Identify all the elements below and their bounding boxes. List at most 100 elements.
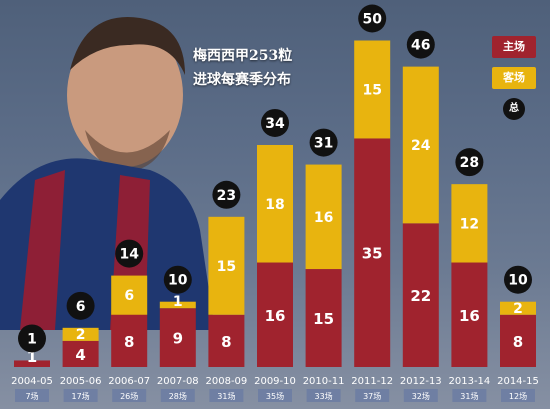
total-circle-2011-12 — [358, 4, 387, 33]
label-away-2011-12: 15 — [362, 82, 381, 98]
total-circle-2009-10 — [261, 108, 289, 137]
label-away-2013-14: 12 — [460, 216, 479, 232]
label-home-2009-10: 16 — [265, 307, 286, 325]
bar-away-2011-12 — [354, 40, 391, 139]
matches-box-2010-11 — [306, 389, 341, 402]
label-home-2008-09: 8 — [221, 333, 231, 351]
total-label-2014-15: 10 — [508, 273, 528, 289]
matches-label-2004-05: 7场 — [25, 392, 38, 401]
bar-home-2012-13 — [402, 223, 439, 367]
season-label-2010-11: 2010-11 — [303, 376, 345, 387]
matches-label-2011-12: 37场 — [363, 392, 381, 401]
total-label-2011-12: 50 — [362, 12, 382, 28]
matches-box-2009-10 — [258, 389, 292, 402]
total-circle-2010-11 — [309, 128, 338, 157]
season-label-2006-07: 2006-07 — [108, 376, 150, 387]
bar-home-2007-08 — [159, 308, 196, 367]
total-circle-2013-14 — [455, 148, 484, 177]
bar-away-2007-08 — [159, 301, 196, 309]
matches-box-2006-07 — [112, 389, 147, 402]
matches-label-2010-11: 33场 — [315, 392, 333, 401]
total-circle-2008-09 — [212, 180, 241, 209]
total-label-2004-05: 1 — [27, 331, 37, 347]
matches-box-2013-14 — [452, 389, 487, 402]
matches-box-2005-06 — [63, 389, 98, 402]
label-home-2005-06: 4 — [75, 346, 85, 364]
bar-home-2006-07 — [111, 314, 148, 367]
title-line-2: 进球每赛季分布 — [193, 72, 291, 88]
bar-away-2008-09 — [208, 216, 245, 315]
matches-label-2005-06: 17场 — [72, 392, 90, 401]
legend-total: 总 — [503, 98, 525, 120]
season-label-2005-06: 2005-06 — [60, 376, 102, 387]
label-away-2005-06: 2 — [76, 327, 86, 343]
matches-box-2014-15 — [501, 389, 535, 402]
chart-title: 梅西西甲253粒 进球每赛季分布 — [193, 44, 323, 92]
label-away-2010-11: 16 — [314, 210, 333, 226]
season-label-2004-05: 2004-05 — [11, 376, 53, 387]
bar-home-2010-11 — [305, 269, 342, 367]
legend: 主场 客场 总 — [492, 36, 538, 120]
bar-home-2013-14 — [451, 262, 488, 367]
matches-box-2007-08 — [160, 389, 195, 402]
bar-away-2014-15 — [500, 301, 536, 315]
matches-label-2006-07: 26场 — [120, 392, 138, 401]
total-circle-2005-06 — [66, 291, 95, 320]
player-photo — [0, 17, 215, 330]
total-label-2009-10: 34 — [265, 116, 285, 132]
label-away-2009-10: 18 — [265, 197, 284, 213]
label-away-2008-09: 15 — [217, 259, 236, 275]
total-circle-2006-07 — [115, 239, 144, 268]
matches-label-2013-14: 31场 — [460, 392, 478, 401]
label-home-2004-05: 1 — [27, 348, 37, 366]
bar-away-2005-06 — [62, 327, 99, 341]
total-circle-2007-08 — [163, 265, 192, 294]
bar-away-2012-13 — [402, 66, 439, 224]
season-label-2014-15: 2014-15 — [497, 376, 539, 387]
label-home-2013-14: 16 — [459, 307, 480, 325]
legend-away: 客场 — [492, 67, 536, 89]
matches-box-2004-05 — [15, 389, 49, 402]
season-label-2012-13: 2012-13 — [400, 376, 442, 387]
season-label-2009-10: 2009-10 — [254, 376, 296, 387]
bar-away-2013-14 — [451, 184, 488, 263]
label-home-2010-11: 15 — [313, 310, 334, 328]
total-label-2006-07: 14 — [119, 247, 139, 263]
total-label-2005-06: 6 — [76, 299, 86, 315]
matches-label-2014-15: 12场 — [509, 392, 527, 401]
title-line-1: 梅西西甲253粒 — [193, 48, 293, 64]
bar-home-2011-12 — [354, 138, 391, 367]
label-home-2007-08: 9 — [173, 330, 183, 348]
bar-away-2006-07 — [111, 275, 148, 315]
total-label-2013-14: 28 — [460, 155, 479, 171]
bar-away-2009-10 — [257, 144, 293, 263]
season-label-2011-12: 2011-12 — [351, 376, 393, 387]
total-circle-2014-15 — [504, 265, 532, 294]
bar-home-2005-06 — [62, 340, 99, 367]
bar-home-2014-15 — [500, 314, 536, 367]
total-label-2008-09: 23 — [217, 188, 236, 204]
matches-label-2007-08: 28场 — [169, 392, 187, 401]
matches-box-2008-09 — [209, 389, 244, 402]
total-circle-2012-13 — [406, 30, 435, 59]
season-label-2007-08: 2007-08 — [157, 376, 199, 387]
legend-home: 主场 — [492, 36, 536, 58]
label-away-2006-07: 6 — [124, 288, 134, 304]
label-home-2006-07: 8 — [124, 333, 134, 351]
bar-away-2010-11 — [305, 164, 342, 270]
total-label-2012-13: 46 — [411, 38, 430, 54]
matches-label-2012-13: 32场 — [412, 392, 430, 401]
label-home-2011-12: 35 — [362, 245, 383, 263]
matches-box-2012-13 — [403, 389, 438, 402]
bar-home-2009-10 — [257, 262, 293, 367]
season-label-2008-09: 2008-09 — [206, 376, 248, 387]
total-circle-2004-05 — [18, 324, 46, 353]
total-label-2010-11: 31 — [314, 136, 333, 152]
bar-home-2004-05 — [14, 360, 50, 367]
matches-label-2008-09: 31场 — [217, 392, 235, 401]
total-label-2007-08: 10 — [168, 273, 188, 289]
matches-label-2009-10: 35场 — [266, 392, 284, 401]
label-away-2014-15: 2 — [513, 301, 523, 317]
